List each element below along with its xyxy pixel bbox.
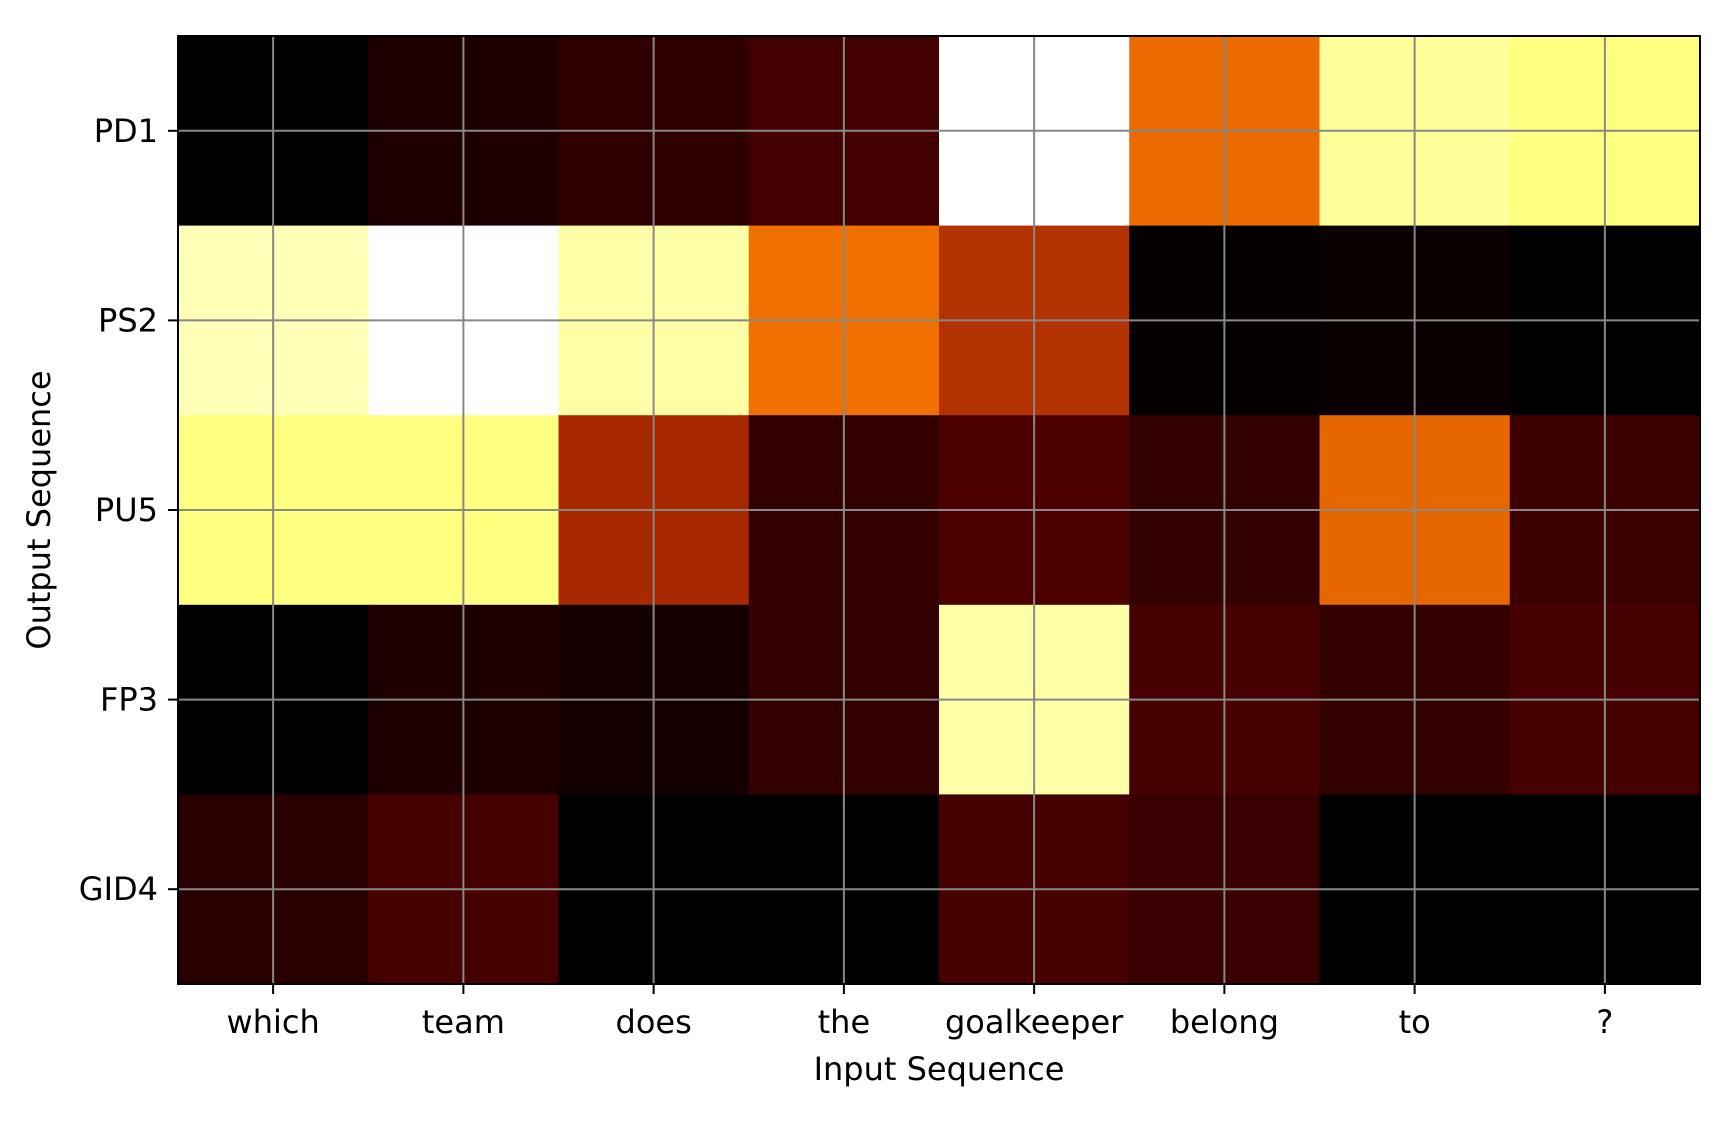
y-tick-label: PU5 xyxy=(95,491,158,529)
x-tick-label: belong xyxy=(1170,1003,1279,1041)
x-axis-label: Input Sequence xyxy=(814,1050,1065,1088)
x-tick-label: does xyxy=(616,1003,692,1041)
y-tick-label: GID4 xyxy=(79,870,158,908)
x-tick-label: goalkeeper xyxy=(945,1003,1124,1041)
y-tick-label: PD1 xyxy=(94,112,158,150)
x-tick-label: ? xyxy=(1596,1003,1613,1041)
y-tick-label: FP3 xyxy=(100,681,158,719)
y-axis-label: Output Sequence xyxy=(20,370,58,649)
plot-frame xyxy=(177,35,1701,985)
x-tick-label: which xyxy=(227,1003,320,1041)
x-tick-label: to xyxy=(1399,1003,1431,1041)
x-tick-label: team xyxy=(422,1003,505,1041)
y-tick-label: PS2 xyxy=(98,301,158,339)
x-tick-label: the xyxy=(818,1003,871,1041)
